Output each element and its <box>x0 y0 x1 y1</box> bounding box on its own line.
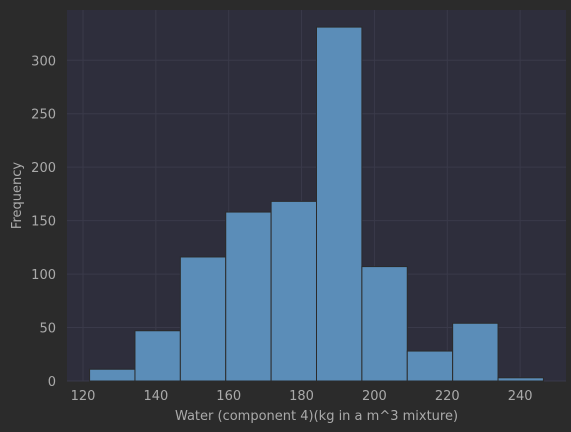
y-tick-label: 150 <box>31 215 56 230</box>
y-tick-label: 200 <box>31 161 56 176</box>
x-tick-label: 200 <box>362 389 387 404</box>
y-tick-label: 50 <box>39 322 56 337</box>
x-tick-label: 120 <box>71 389 96 404</box>
histogram-bar <box>406 350 454 382</box>
histogram-bar <box>497 377 544 382</box>
x-axis-label: Water (component 4)(kg in a m^3 mixture) <box>175 409 458 424</box>
y-tick-label: 100 <box>31 268 56 283</box>
histogram-bar <box>361 266 408 382</box>
x-axis-ticks: 120 140 160 180 200 220 240 <box>71 389 533 404</box>
y-tick-label: 0 <box>48 375 56 390</box>
histogram-bar <box>225 211 272 382</box>
x-tick-label: 160 <box>216 389 241 404</box>
y-tick-label: 300 <box>31 54 56 69</box>
y-axis-label: Frequency <box>10 162 25 229</box>
x-tick-label: 140 <box>143 389 168 404</box>
histogram-bar <box>270 200 317 382</box>
x-tick-label: 180 <box>289 389 314 404</box>
y-tick-label: 250 <box>31 108 56 123</box>
x-tick-label: 220 <box>435 389 460 404</box>
histogram-bar <box>316 26 363 382</box>
x-tick-label: 240 <box>508 389 533 404</box>
histogram-bar <box>452 322 499 382</box>
y-axis-ticks: 0 50 100 150 200 250 300 <box>31 54 56 390</box>
bars <box>89 26 544 382</box>
histogram-bar <box>134 330 181 382</box>
histogram-bar <box>89 368 136 382</box>
histogram-bar <box>179 256 227 382</box>
